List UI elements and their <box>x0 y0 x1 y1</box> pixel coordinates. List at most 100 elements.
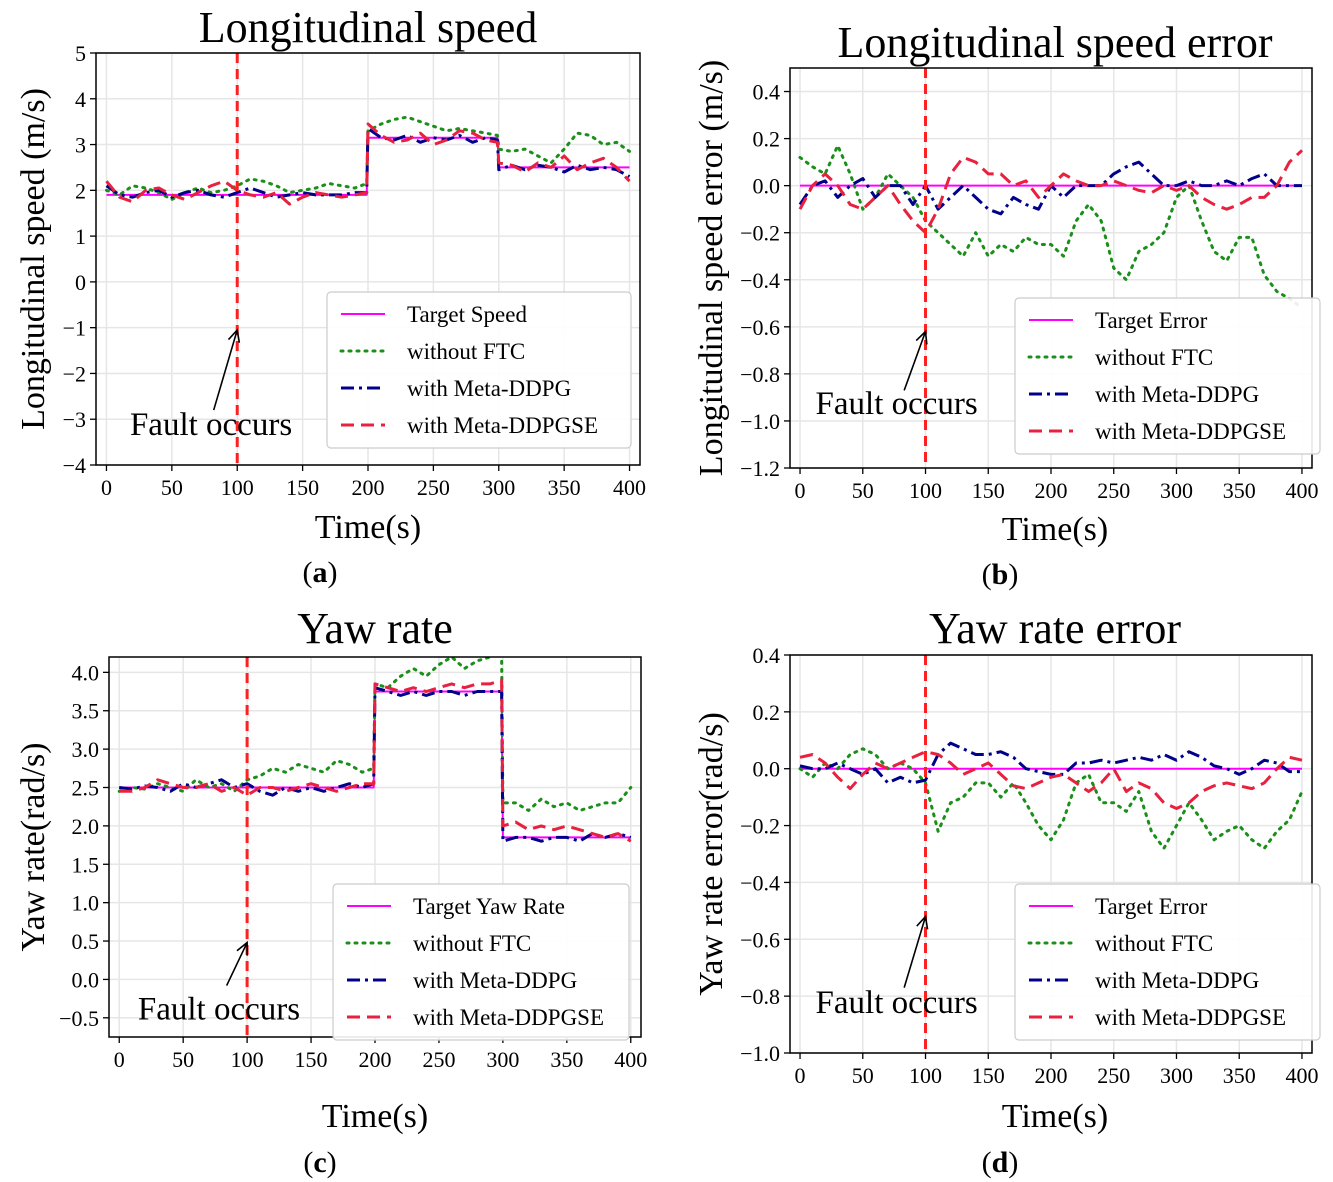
series-line-without-ftc <box>798 747 1304 850</box>
legend-entry: with Meta-DDPGSE <box>407 413 598 438</box>
y-tick-label: −4 <box>63 453 86 478</box>
axes-frame <box>789 654 1313 1054</box>
caption-letter: a <box>313 556 328 589</box>
y-tick-label: 5 <box>75 41 86 66</box>
x-tick-label: 50 <box>161 475 183 500</box>
y-tick-label: −3 <box>63 407 86 432</box>
x-tick-label: 50 <box>172 1047 194 1072</box>
y-tick-label: 3 <box>75 133 86 158</box>
chart-title: Longitudinal speed error <box>838 18 1273 67</box>
x-tick-label: 150 <box>286 475 319 500</box>
chart-panel-b: Longitudinal speed error 0 50 100 150 200 250 3… <box>693 18 1321 591</box>
legend: Target Yaw Rate without FTC with Meta-DDPG… <box>332 883 630 1041</box>
x-tick-label: 0 <box>114 1047 125 1072</box>
y-tick-label: 0.0 <box>753 174 781 199</box>
series-line-without-ftc <box>798 144 1304 310</box>
x-tick-label: 50 <box>852 478 874 503</box>
panel-caption: (d) <box>982 1146 1019 1179</box>
legend-box <box>1014 883 1321 1041</box>
y-tick-label: 0.5 <box>72 929 100 954</box>
x-tick-label: 100 <box>231 1047 264 1072</box>
y-tick-label: 0.2 <box>753 700 781 725</box>
chart-panel-d: Yaw rate error 0 50 100 150 200 250 300 350 400 −1… <box>693 604 1321 1179</box>
fault-arrow-head <box>227 328 241 343</box>
axes-frame <box>95 52 641 466</box>
legend-entry: with Meta-DDPG <box>407 376 571 401</box>
x-tick-label: 100 <box>221 475 254 500</box>
x-tick-label: 100 <box>909 1063 942 1088</box>
caption-letter: d <box>992 1146 1009 1179</box>
x-tick-label: 200 <box>1035 478 1068 503</box>
legend-entry: with Meta-DDPG <box>1095 968 1259 993</box>
x-axis-label: Time(s) <box>315 509 421 546</box>
caption-paren: ( <box>982 558 992 591</box>
y-tick-label: −0.8 <box>740 362 780 387</box>
panel-caption: (b) <box>982 558 1019 591</box>
series-line-with-meta-ddpgse <box>105 122 631 206</box>
x-tick-label: 300 <box>1160 478 1193 503</box>
axes-frame <box>789 67 1313 469</box>
x-tick-label: 350 <box>548 475 581 500</box>
y-tick-label: 0.0 <box>72 967 100 992</box>
fault-annotation-text: Fault occurs <box>816 386 978 422</box>
x-tick-label: 150 <box>295 1047 328 1072</box>
y-tick-label: −0.8 <box>740 984 780 1009</box>
caption-letter: c <box>313 1146 326 1179</box>
x-tick-label: 250 <box>417 475 450 500</box>
x-tick-label: 0 <box>795 1063 806 1088</box>
fault-arrow-shaft <box>903 331 927 391</box>
legend: Target Error without FTC with Meta-DDPG wit… <box>1014 883 1321 1041</box>
fault-annotation-text: Fault occurs <box>138 991 300 1027</box>
y-tick-label: −1 <box>63 316 86 341</box>
y-tick-label: 0.2 <box>753 127 781 152</box>
x-tick-label: 350 <box>1223 478 1256 503</box>
y-tick-label: 1.5 <box>72 852 100 877</box>
y-axis-label: Longitudinal speed (m/s) <box>15 88 52 430</box>
y-tick-label: 2 <box>75 178 86 203</box>
y-tick-label: −1.0 <box>740 409 780 434</box>
y-axis-label: Yaw rate(rad/s) <box>15 743 52 952</box>
fault-arrow-head <box>916 914 929 930</box>
y-axis-label: Longitudinal speed error (m/s) <box>693 60 730 476</box>
x-tick-label: 200 <box>352 475 385 500</box>
y-tick-label: −0.2 <box>740 221 780 246</box>
x-tick-label: 300 <box>1160 1063 1193 1088</box>
x-tick-label: 350 <box>1223 1063 1256 1088</box>
legend-entry: with Meta-DDPG <box>1095 382 1259 407</box>
legend-box <box>1014 297 1321 455</box>
y-tick-label: 0.4 <box>753 643 781 668</box>
y-tick-label: −2 <box>63 361 86 386</box>
x-axis-label: Time(s) <box>1002 1098 1108 1135</box>
legend-entry: Target Error <box>1095 308 1208 333</box>
panel-caption: (c) <box>303 1146 336 1179</box>
y-tick-label: 0.0 <box>753 757 781 782</box>
plot-area <box>798 144 1304 310</box>
y-tick-label: 2.0 <box>72 814 100 839</box>
caption-paren: ) <box>1008 1146 1018 1179</box>
caption-paren: ) <box>1008 558 1018 591</box>
legend-entry: without FTC <box>407 339 525 364</box>
legend-entry: with Meta-DDPGSE <box>1095 1005 1286 1030</box>
legend-box <box>332 883 630 1041</box>
caption-paren: ) <box>328 556 338 589</box>
y-tick-label: −0.6 <box>740 315 780 340</box>
legend-entry: Target Speed <box>407 302 527 327</box>
series-line-with-meta-ddpgse <box>119 678 632 843</box>
chart-title: Longitudinal speed <box>199 3 538 52</box>
x-axis-label: Time(s) <box>322 1098 428 1135</box>
caption-paren: ) <box>327 1146 337 1179</box>
y-tick-label: 4 <box>75 87 86 112</box>
y-tick-label: 1 <box>75 224 86 249</box>
x-tick-label: 0 <box>795 478 806 503</box>
chart-title: Yaw rate <box>297 604 453 653</box>
legend-entry: Target Yaw Rate <box>413 894 565 919</box>
caption-letter: b <box>992 558 1009 591</box>
caption-paren: ( <box>303 556 313 589</box>
legend: Target Speed without FTC with Meta-DDPG wit… <box>326 291 632 449</box>
plot-area <box>105 115 631 206</box>
y-tick-label: 3.0 <box>72 737 100 762</box>
y-axis-label: Yaw rate error(rad/s) <box>693 712 730 996</box>
legend-entry: with Meta-DDPGSE <box>413 1005 604 1030</box>
x-tick-label: 200 <box>359 1047 392 1072</box>
